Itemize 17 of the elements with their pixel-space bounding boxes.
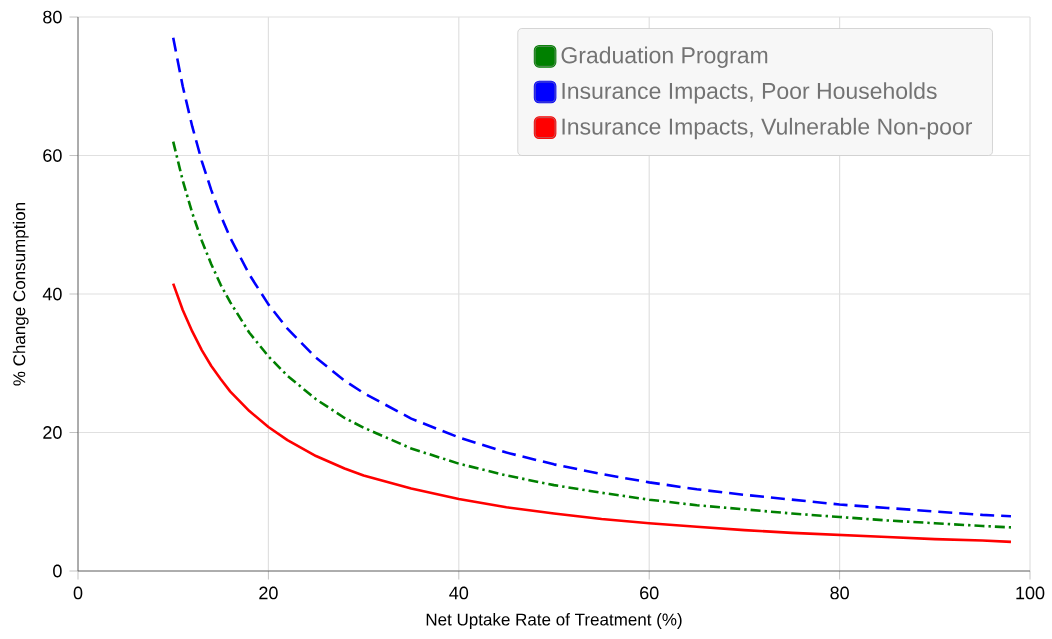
x-tick-label: 100 <box>1016 586 1045 600</box>
x-tick-label: 80 <box>830 586 849 600</box>
y-tick-label: 0 <box>53 564 62 578</box>
legend-label: Insurance Impacts, Vulnerable Non-poor <box>562 117 973 140</box>
x-axis-title: Net Uptake Rate of Treatment (%) <box>426 613 682 629</box>
x-tick-label: 60 <box>640 586 659 600</box>
y-tick-label: 60 <box>43 149 62 162</box>
line-series <box>171 140 1013 529</box>
y-axis-title: % Change Consumption <box>12 203 29 386</box>
x-tick-label: 40 <box>449 586 469 600</box>
x-tick-label: 20 <box>259 586 278 600</box>
legend-label: Graduation Program <box>561 46 768 68</box>
y-tick-label: 20 <box>43 426 62 439</box>
y-tick-label: 40 <box>42 287 62 301</box>
y-tick-label: 80 <box>43 10 62 24</box>
legend-label: Insurance Impacts, Poor Households <box>562 82 937 104</box>
x-tick-label: 0 <box>73 586 83 600</box>
